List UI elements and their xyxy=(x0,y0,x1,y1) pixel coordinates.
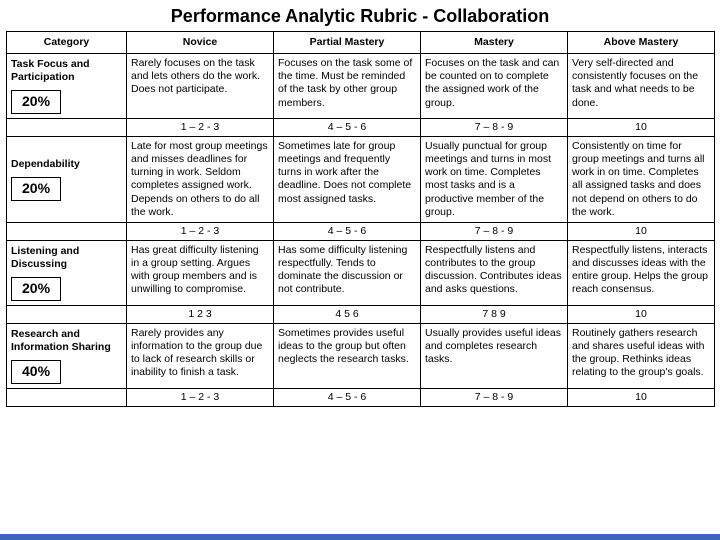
novice-cell: Has great difficulty listening in a grou… xyxy=(127,240,274,305)
novice-cell: Late for most group meetings and misses … xyxy=(127,137,274,223)
partial-cell: Sometimes late for group meetings and fr… xyxy=(274,137,421,223)
scale-mastery: 7 8 9 xyxy=(421,305,568,323)
col-novice: Novice xyxy=(127,32,274,54)
scale-partial: 4 5 6 xyxy=(274,305,421,323)
category-cell: Listening and Discussing 20% xyxy=(7,240,127,305)
scale-above: 10 xyxy=(568,305,715,323)
category-cell: Task Focus and Participation 20% xyxy=(7,54,127,119)
scale-novice: 1 – 2 - 3 xyxy=(127,388,274,406)
col-category: Category xyxy=(7,32,127,54)
col-partial: Partial Mastery xyxy=(274,32,421,54)
scale-mastery: 7 – 8 - 9 xyxy=(421,118,568,136)
weight-badge: 40% xyxy=(11,360,61,384)
scale-blank xyxy=(7,118,127,136)
page-title: Performance Analytic Rubric - Collaborat… xyxy=(0,0,720,31)
partial-cell: Sometimes provides useful ideas to the g… xyxy=(274,323,421,388)
scale-above: 10 xyxy=(568,388,715,406)
partial-cell: Has some difficulty listening respectful… xyxy=(274,240,421,305)
scale-novice: 1 – 2 - 3 xyxy=(127,118,274,136)
scale-novice: 1 – 2 - 3 xyxy=(127,222,274,240)
category-label: Research and Information Sharing xyxy=(11,328,122,354)
novice-cell: Rarely focuses on the task and lets othe… xyxy=(127,54,274,119)
weight-badge: 20% xyxy=(11,90,61,114)
mastery-cell: Respectfully listens and contributes to … xyxy=(421,240,568,305)
above-cell: Consistently on time for group meetings … xyxy=(568,137,715,223)
mastery-cell: Usually provides useful ideas and comple… xyxy=(421,323,568,388)
table-row: Listening and Discussing 20% Has great d… xyxy=(7,240,715,305)
col-mastery: Mastery xyxy=(421,32,568,54)
category-label: Listening and Discussing xyxy=(11,245,122,271)
col-above: Above Mastery xyxy=(568,32,715,54)
category-label: Task Focus and Participation xyxy=(11,58,122,84)
scale-blank xyxy=(7,305,127,323)
scale-novice: 1 2 3 xyxy=(127,305,274,323)
footer-accent-bar xyxy=(0,534,720,540)
scale-blank xyxy=(7,388,127,406)
weight-badge: 20% xyxy=(11,277,61,301)
scale-row: 1 – 2 - 3 4 – 5 - 6 7 – 8 - 9 10 xyxy=(7,388,715,406)
mastery-cell: Usually punctual for group meetings and … xyxy=(421,137,568,223)
scale-partial: 4 – 5 - 6 xyxy=(274,118,421,136)
rubric-table: Category Novice Partial Mastery Mastery … xyxy=(6,31,715,407)
partial-cell: Focuses on the task some of the time. Mu… xyxy=(274,54,421,119)
scale-blank xyxy=(7,222,127,240)
category-cell: Dependability 20% xyxy=(7,137,127,223)
above-cell: Respectfully listens, interacts and disc… xyxy=(568,240,715,305)
scale-partial: 4 – 5 - 6 xyxy=(274,222,421,240)
mastery-cell: Focuses on the task and can be counted o… xyxy=(421,54,568,119)
category-cell: Research and Information Sharing 40% xyxy=(7,323,127,388)
scale-row: 1 2 3 4 5 6 7 8 9 10 xyxy=(7,305,715,323)
scale-mastery: 7 – 8 - 9 xyxy=(421,388,568,406)
scale-row: 1 – 2 - 3 4 – 5 - 6 7 – 8 - 9 10 xyxy=(7,118,715,136)
table-row: Dependability 20% Late for most group me… xyxy=(7,137,715,223)
above-cell: Routinely gathers research and shares us… xyxy=(568,323,715,388)
weight-badge: 20% xyxy=(11,177,61,201)
table-row: Research and Information Sharing 40% Rar… xyxy=(7,323,715,388)
scale-above: 10 xyxy=(568,222,715,240)
scale-partial: 4 – 5 - 6 xyxy=(274,388,421,406)
table-row: Task Focus and Participation 20% Rarely … xyxy=(7,54,715,119)
category-label: Dependability xyxy=(11,158,122,171)
scale-mastery: 7 – 8 - 9 xyxy=(421,222,568,240)
header-row: Category Novice Partial Mastery Mastery … xyxy=(7,32,715,54)
scale-above: 10 xyxy=(568,118,715,136)
above-cell: Very self-directed and consistently focu… xyxy=(568,54,715,119)
novice-cell: Rarely provides any information to the g… xyxy=(127,323,274,388)
scale-row: 1 – 2 - 3 4 – 5 - 6 7 – 8 - 9 10 xyxy=(7,222,715,240)
